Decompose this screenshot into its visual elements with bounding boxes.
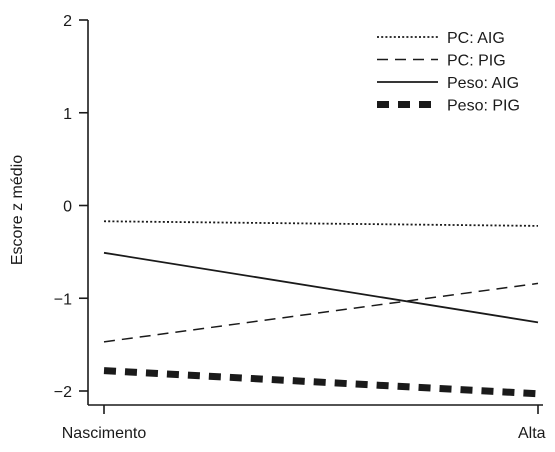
- y-tick-label: 2: [63, 13, 72, 30]
- series-line-4: [103, 367, 539, 398]
- legend-label-4: Peso: PIG: [447, 98, 520, 115]
- y-tick-label: −1: [54, 291, 72, 308]
- y-tick-label: 1: [63, 106, 72, 123]
- legend-label-1: PC: AIG: [447, 30, 505, 47]
- legend-label-3: Peso: AIG: [447, 75, 519, 92]
- legend: PC: AIG PC: PIG Peso: AIG Peso: PIG: [377, 30, 520, 115]
- axes: 2 1 0 −1 −2 Nascimento Alta: [54, 13, 546, 442]
- legend-label-2: PC: PIG: [447, 53, 506, 70]
- series-layer: [103, 220, 539, 398]
- y-tick-label: 0: [63, 199, 72, 216]
- x-tick-label: Alta: [518, 425, 546, 442]
- y-axis-title: Escore z médio: [9, 155, 26, 265]
- series-line-1: [103, 220, 539, 227]
- series-line-3: [103, 251, 539, 324]
- x-tick-label: Nascimento: [62, 425, 147, 442]
- y-tick-label: −2: [54, 384, 72, 401]
- series-line-2: [103, 282, 539, 343]
